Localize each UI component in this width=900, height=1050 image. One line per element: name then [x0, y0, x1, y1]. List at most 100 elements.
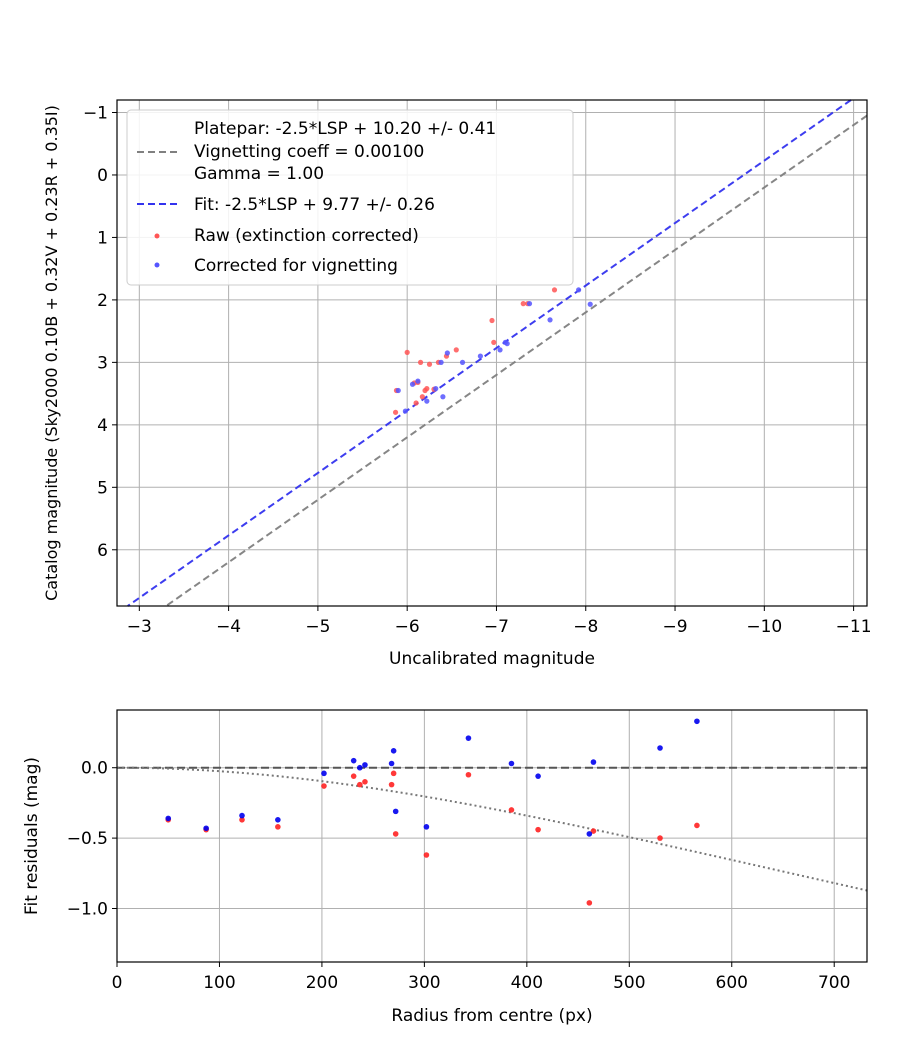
top-y-tick-label: 0	[97, 166, 108, 186]
top-raw-point	[453, 347, 459, 353]
top-x-tick-label: −10	[746, 617, 782, 637]
top-fit-line	[127, 99, 852, 607]
bottom-corrected-point	[590, 759, 597, 765]
top-y-tick-label: 5	[97, 478, 108, 498]
bottom-raw-point	[275, 824, 281, 830]
bottom-x-ticks: 0 100 200 300 400 500 600 700	[112, 962, 850, 993]
bottom-plot: 0 100 200 300 400 500 600 700 0.0 −0.5 −1.0 Radiu…	[22, 709, 868, 1026]
top-x-tick-label: −4	[216, 617, 241, 637]
top-legend: Platepar: -2.5*LSP + 10.20 +/- 0.41 Vign…	[126, 109, 574, 286]
top-raw-point	[426, 361, 433, 367]
bottom-corrected-point	[465, 735, 472, 741]
top-corrected-point	[547, 317, 553, 323]
legend-corrected-marker	[154, 262, 160, 268]
legend-corrected-label: Corrected for vignetting	[194, 256, 398, 276]
top-corrected-point	[395, 387, 401, 394]
bottom-corrected-point	[657, 745, 663, 751]
bottom-x-tick-label: 600	[716, 973, 748, 993]
top-corrected-point	[438, 359, 444, 365]
top-raw-point	[404, 349, 410, 355]
top-raw-point	[424, 386, 430, 392]
top-x-tick-label: −8	[573, 617, 598, 637]
top-corrected-point	[587, 301, 593, 307]
bottom-corrected-point	[390, 748, 397, 754]
legend-vignetting-label: Vignetting coeff = 0.00100	[194, 142, 424, 162]
bottom-corrected-point	[423, 824, 430, 830]
top-corrected-point	[415, 378, 421, 384]
bottom-raw-point	[535, 826, 541, 833]
top-corrected-point	[402, 408, 408, 414]
top-raw-point	[413, 400, 419, 406]
top-corrected-point	[424, 398, 430, 404]
bottom-corrected-point	[694, 718, 700, 725]
bottom-scatter-points	[165, 718, 700, 906]
bottom-raw-point	[508, 807, 515, 813]
top-y-tick-label: −1	[83, 103, 108, 123]
top-x-tick-label: −6	[395, 617, 420, 637]
legend-raw-marker	[154, 233, 160, 239]
bottom-raw-point	[321, 783, 327, 789]
top-y-tick-label: 2	[97, 291, 108, 311]
bottom-raw-point	[586, 900, 593, 906]
bottom-x-tick-label: 400	[511, 973, 543, 993]
bottom-raw-point	[694, 822, 700, 829]
bottom-corrected-point	[203, 825, 209, 832]
bottom-raw-point	[357, 781, 363, 788]
top-corrected-point	[440, 394, 446, 400]
top-raw-point	[551, 287, 558, 293]
bottom-corrected-point	[392, 808, 399, 815]
bottom-y-tick-label: −1.0	[67, 900, 108, 920]
top-y-tick-label: 6	[97, 541, 108, 561]
top-x-ticks: −3 −4 −5 −6 −7 −8 −9 −10 −11	[127, 606, 872, 637]
bottom-reference-lines	[116, 766, 868, 892]
top-raw-point	[417, 359, 424, 365]
legend-gamma-label: Gamma = 1.00	[194, 164, 324, 184]
legend-platepar-label: Platepar: -2.5*LSP + 10.20 +/- 0.41	[194, 119, 496, 139]
top-corrected-point	[526, 301, 533, 307]
top-y-tick-label: 3	[97, 353, 108, 373]
top-corrected-point	[409, 381, 416, 387]
bottom-corrected-point	[357, 764, 363, 771]
bottom-vignetting-curve	[116, 766, 868, 892]
bottom-raw-point	[657, 835, 663, 841]
top-corrected-point	[477, 353, 483, 359]
top-corrected-point	[504, 341, 510, 347]
bottom-corrected-point	[321, 770, 327, 777]
top-raw-point	[419, 394, 425, 400]
bottom-x-tick-label: 0	[112, 973, 123, 993]
bottom-corrected-point	[239, 812, 245, 819]
bottom-y-tick-label: 0.0	[81, 759, 108, 779]
top-x-tick-label: −5	[305, 617, 330, 637]
top-fit-lines	[127, 99, 868, 607]
bottom-corrected-point	[362, 762, 368, 768]
bottom-raw-point	[350, 773, 357, 779]
bottom-raw-point	[465, 771, 472, 778]
bottom-raw-point	[390, 770, 397, 777]
bottom-raw-point	[423, 852, 430, 858]
top-y-tick-label: 1	[97, 228, 108, 248]
top-plot-frame	[116, 99, 868, 607]
top-x-tick-label: −7	[484, 617, 509, 637]
top-raw-point	[489, 317, 495, 324]
bottom-y-axis-label: Fit residuals (mag)	[22, 757, 42, 915]
bottom-corrected-point	[388, 760, 395, 767]
top-y-axis-label: Catalog magnitude (Sky2000 0.10B + 0.32V…	[42, 105, 61, 601]
bottom-y-tick-label: −0.5	[67, 829, 108, 849]
top-corrected-point	[444, 350, 450, 356]
top-y-tick-label: 4	[97, 416, 108, 436]
bottom-raw-point	[362, 778, 368, 785]
top-raw-point	[491, 339, 497, 345]
legend-box	[126, 109, 574, 286]
bottom-x-axis-label: Radius from centre (px)	[391, 1006, 592, 1026]
top-x-axis-label: Uncalibrated magnitude	[389, 649, 595, 669]
bottom-corrected-point	[586, 831, 593, 837]
top-corrected-point	[576, 287, 582, 293]
bottom-x-tick-label: 700	[818, 973, 850, 993]
bottom-corrected-point	[275, 817, 281, 823]
legend-fit-label: Fit: -2.5*LSP + 9.77 +/- 0.26	[194, 195, 435, 215]
bottom-plot-frame	[116, 709, 868, 963]
bottom-raw-point	[590, 828, 597, 834]
top-scatter-points	[392, 287, 593, 415]
